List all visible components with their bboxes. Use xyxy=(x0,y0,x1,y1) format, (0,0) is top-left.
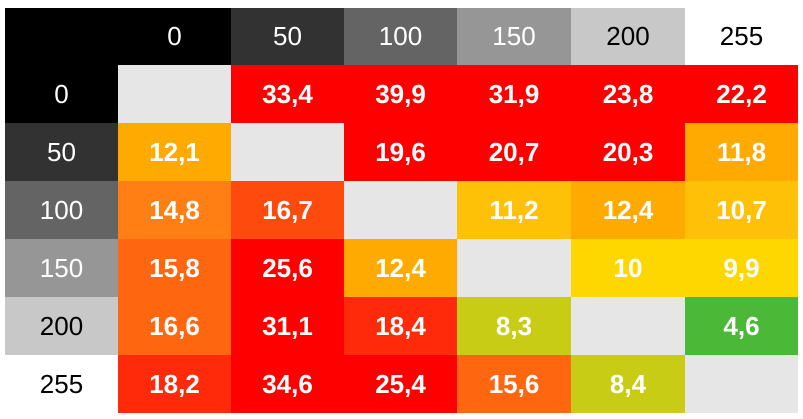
heatmap-table: 0 50 100 150 200 255 0 33,4 39,9 31,9 23,8 22,2 50 12… xyxy=(5,8,798,413)
heatmap-row: 100 14,8 16,7 11,2 12,4 10,7 xyxy=(5,181,798,239)
heatmap-cell: 16,6 xyxy=(118,297,231,355)
heatmap-cell: 20,7 xyxy=(457,123,571,181)
heatmap-row: 0 33,4 39,9 31,9 23,8 22,2 xyxy=(5,65,798,123)
heatmap-row: 255 18,2 34,6 25,4 15,6 8,4 xyxy=(5,355,798,413)
heatmap-cell: 20,3 xyxy=(571,123,685,181)
row-header: 255 xyxy=(5,355,118,413)
heatmap-cell: 18,2 xyxy=(118,355,231,413)
heatmap-cell: 12,4 xyxy=(571,181,685,239)
heatmap-row: 200 16,6 31,1 18,4 8,3 4,6 xyxy=(5,297,798,355)
heatmap-cell: 11,8 xyxy=(685,123,798,181)
heatmap-cell: 15,8 xyxy=(118,239,231,297)
header-row: 0 50 100 150 200 255 xyxy=(5,8,798,65)
heatmap-cell: 25,4 xyxy=(344,355,457,413)
heatmap-cell: 39,9 xyxy=(344,65,457,123)
heatmap-cell: 10 xyxy=(571,239,685,297)
heatmap-cell: 15,6 xyxy=(457,355,571,413)
heatmap-row: 50 12,1 19,6 20,7 20,3 11,8 xyxy=(5,123,798,181)
heatmap-cell: 10,7 xyxy=(685,181,798,239)
heatmap-cell: 18,4 xyxy=(344,297,457,355)
heatmap-cell: 33,4 xyxy=(231,65,344,123)
column-header: 255 xyxy=(685,8,798,65)
row-header: 100 xyxy=(5,181,118,239)
heatmap-body: 0 50 100 150 200 255 0 33,4 39,9 31,9 23,8 22,2 50 12… xyxy=(5,8,798,413)
row-header: 50 xyxy=(5,123,118,181)
heatmap-cell: 8,4 xyxy=(571,355,685,413)
diagonal-cell xyxy=(685,355,798,413)
heatmap-row: 150 15,8 25,6 12,4 10 9,9 xyxy=(5,239,798,297)
heatmap-cell: 23,8 xyxy=(571,65,685,123)
heatmap-cell: 4,6 xyxy=(685,297,798,355)
diagonal-cell xyxy=(118,65,231,123)
corner-cell xyxy=(5,8,118,65)
diagonal-cell xyxy=(571,297,685,355)
heatmap-cell: 9,9 xyxy=(685,239,798,297)
column-header: 50 xyxy=(231,8,344,65)
row-header: 150 xyxy=(5,239,118,297)
heatmap-cell: 22,2 xyxy=(685,65,798,123)
column-header: 150 xyxy=(457,8,571,65)
heatmap-cell: 14,8 xyxy=(118,181,231,239)
row-header: 200 xyxy=(5,297,118,355)
heatmap-cell: 12,4 xyxy=(344,239,457,297)
heatmap-cell: 25,6 xyxy=(231,239,344,297)
heatmap-cell: 16,7 xyxy=(231,181,344,239)
column-header: 100 xyxy=(344,8,457,65)
row-header: 0 xyxy=(5,65,118,123)
heatmap-cell: 31,1 xyxy=(231,297,344,355)
diagonal-cell xyxy=(457,239,571,297)
column-header: 200 xyxy=(571,8,685,65)
heatmap-cell: 11,2 xyxy=(457,181,571,239)
heatmap-cell: 12,1 xyxy=(118,123,231,181)
diagonal-cell xyxy=(231,123,344,181)
diagonal-cell xyxy=(344,181,457,239)
heatmap-cell: 34,6 xyxy=(231,355,344,413)
heatmap-cell: 31,9 xyxy=(457,65,571,123)
heatmap-cell: 8,3 xyxy=(457,297,571,355)
column-header: 0 xyxy=(118,8,231,65)
heatmap-cell: 19,6 xyxy=(344,123,457,181)
